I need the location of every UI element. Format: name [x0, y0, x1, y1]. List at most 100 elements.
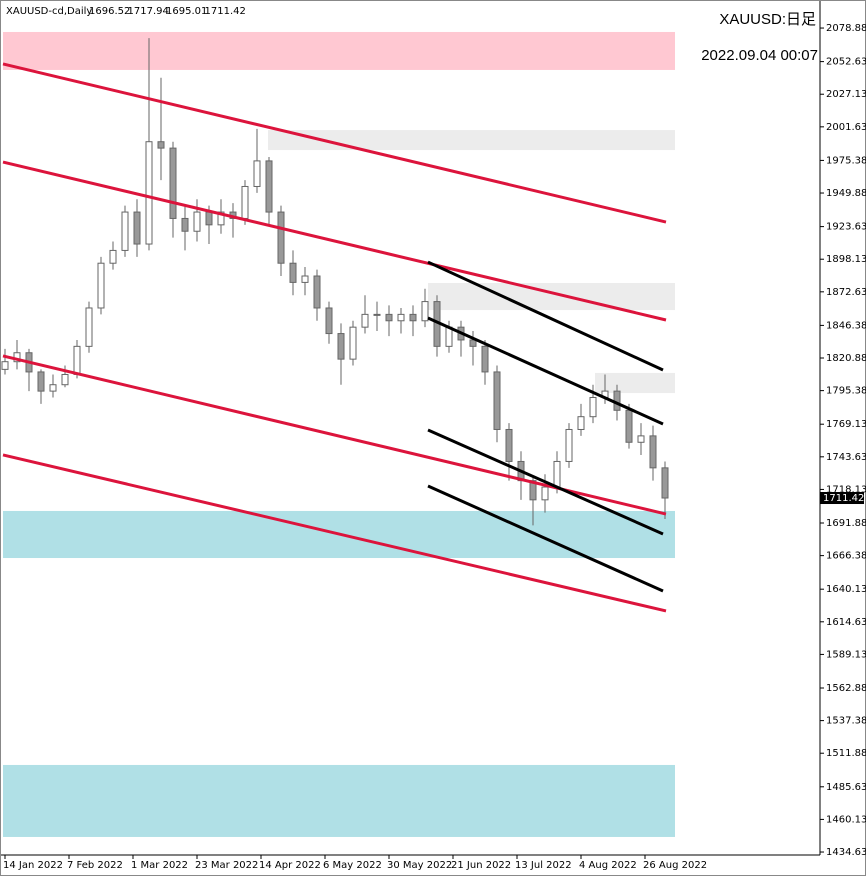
candle-body — [217, 211, 225, 226]
x-tick-label: 14 Jan 2022 — [3, 860, 63, 871]
y-tick-label: 1975.38 — [826, 155, 866, 166]
candle-body — [313, 275, 321, 309]
x-tick-label: 7 Feb 2022 — [67, 860, 123, 871]
y-tick-label: 2078.88 — [826, 23, 866, 34]
candle-body — [493, 371, 501, 430]
ohlc-value: 1717.94 — [128, 6, 169, 17]
plot-area — [1, 31, 675, 837]
ohlc-value: 1696.52 — [89, 6, 130, 17]
zone — [595, 372, 675, 394]
candle-body — [169, 147, 177, 219]
candle-body — [409, 313, 417, 322]
trend-line — [427, 484, 664, 593]
x-tick-label: 14 Apr 2022 — [259, 860, 321, 871]
y-tick-label: 1923.63 — [826, 222, 866, 233]
ohlc-value: 1711.42 — [205, 6, 246, 17]
candle-body — [85, 307, 93, 347]
y-tick-label: 1666.38 — [826, 551, 866, 562]
y-tick-label: 2027.13 — [826, 89, 866, 100]
x-tick-label: 30 May 2022 — [387, 860, 452, 871]
zone — [428, 283, 675, 311]
x-tick-label: 6 May 2022 — [323, 860, 382, 871]
candle-body — [553, 460, 561, 488]
zone — [3, 764, 675, 837]
trend-line — [2, 62, 667, 224]
candle-body — [133, 211, 141, 245]
trend-line — [2, 453, 667, 613]
candle-body — [49, 384, 57, 392]
x-tick-label: 21 Jun 2022 — [451, 860, 511, 871]
candle-body — [637, 435, 645, 443]
zone — [268, 130, 675, 151]
candle-body — [37, 371, 45, 392]
y-tick-label: 1846.38 — [826, 320, 866, 331]
x-tick-label: 23 Mar 2022 — [195, 860, 258, 871]
candle-body — [385, 313, 393, 322]
candle-body — [529, 480, 537, 501]
candle-body — [337, 333, 345, 360]
candle-body — [61, 373, 69, 386]
trend-line — [427, 260, 664, 372]
y-tick-label: 1434.63 — [826, 847, 866, 858]
x-tick-label: 4 Aug 2022 — [579, 860, 637, 871]
candle-body — [289, 262, 297, 283]
candle-body — [253, 160, 261, 187]
y-tick-label: 1949.88 — [826, 188, 866, 199]
candle-body — [1, 361, 9, 370]
candle-body — [397, 313, 405, 322]
candle-body — [205, 211, 213, 226]
candle-body — [145, 141, 153, 245]
y-tick-label: 1562.88 — [826, 683, 866, 694]
candle-body — [625, 409, 633, 443]
candle-body — [565, 428, 573, 462]
trend-line — [427, 316, 664, 426]
y-tick-label: 1898.13 — [826, 254, 866, 265]
candle-body — [373, 313, 381, 316]
candle-body — [361, 313, 369, 328]
x-tick-label: 26 Aug 2022 — [643, 860, 707, 871]
candle-body — [325, 307, 333, 335]
y-tick-label: 1589.13 — [826, 649, 866, 660]
y-tick-label: 1872.63 — [826, 287, 866, 298]
trend-line — [2, 160, 667, 322]
y-tick-label: 1511.88 — [826, 748, 866, 759]
y-tick-label: 2052.63 — [826, 57, 866, 68]
x-tick-label: 13 Jul 2022 — [515, 860, 572, 871]
y-tick-label: 1795.38 — [826, 386, 866, 397]
candle-body — [265, 160, 273, 213]
price-tag — [820, 492, 864, 505]
y-tick-label: 1640.13 — [826, 584, 866, 595]
y-tick-label: 1460.13 — [826, 814, 866, 825]
candle-body — [589, 397, 597, 418]
candle-body — [301, 275, 309, 283]
candle-body — [277, 211, 285, 264]
symbol: XAUUSD-cd,Daily — [6, 6, 92, 17]
candle-body — [193, 211, 201, 232]
x-tick-label: 1 Mar 2022 — [131, 860, 188, 871]
candle-body — [541, 486, 549, 501]
y-tick-label: 1485.63 — [826, 782, 866, 793]
candle-body — [97, 262, 105, 309]
candle-body — [445, 326, 453, 347]
y-tick-label: 1718.13 — [826, 484, 866, 495]
y-tick-label: 1820.88 — [826, 353, 866, 364]
candle-body — [505, 428, 513, 462]
y-tick-label: 1769.13 — [826, 419, 866, 430]
candle-body — [157, 141, 165, 149]
candle-body — [421, 301, 429, 322]
candle-body — [181, 217, 189, 232]
trend-line — [427, 428, 664, 536]
zone — [3, 31, 675, 70]
y-tick-label: 1537.38 — [826, 716, 866, 727]
candle-body — [481, 345, 489, 373]
candle-body — [577, 416, 585, 430]
ohlc-value: 1695.01 — [166, 6, 207, 17]
candle-body — [349, 326, 357, 360]
candle-body — [649, 435, 657, 469]
chart-title: XAUUSD:日足 — [719, 11, 816, 28]
y-tick-label: 1614.63 — [826, 617, 866, 628]
candle-body — [109, 249, 117, 264]
timestamp: 2022.09.04 00:07 — [701, 47, 818, 64]
y-tick-label: 1691.88 — [826, 518, 866, 529]
candle-body — [469, 339, 477, 347]
